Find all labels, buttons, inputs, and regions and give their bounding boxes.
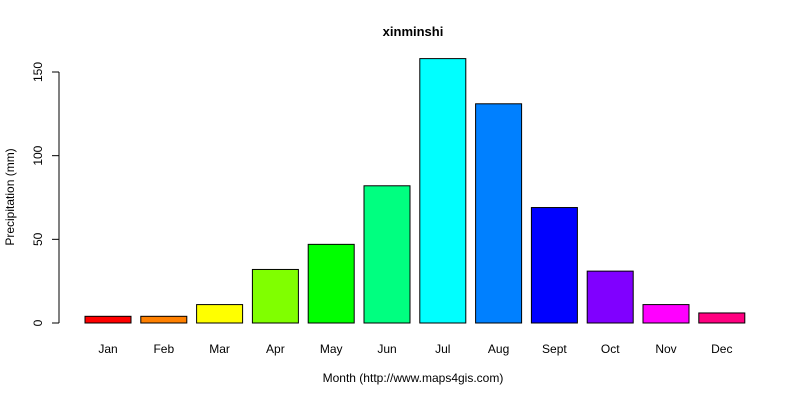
- bar-aug: [475, 103, 523, 324]
- x-tick-label: Jul: [435, 342, 450, 356]
- x-tick-labels: Jan Feb Mar Apr May Jun Jul Aug Sept Oct Nov Dec: [98, 342, 732, 356]
- bar-oct: [586, 270, 634, 324]
- bar-jun: [363, 185, 411, 324]
- x-tick-label: May: [320, 342, 343, 356]
- bar-feb: [140, 315, 188, 324]
- x-tick-label: Apr: [266, 342, 285, 356]
- bar-may: [307, 243, 355, 324]
- bar-mar: [196, 304, 244, 324]
- y-axis-label: Precipitation (mm): [3, 148, 17, 245]
- chart-title: xinminshi: [383, 24, 444, 39]
- x-tick-label: Jan: [98, 342, 117, 356]
- y-tick-label: 0: [31, 319, 45, 326]
- y-axis: 0 50 100 150: [31, 62, 60, 326]
- x-tick-label: Nov: [655, 342, 676, 356]
- bar-dec: [698, 312, 746, 324]
- x-tick-label: Jun: [377, 342, 396, 356]
- x-tick-label: Mar: [209, 342, 230, 356]
- y-tick-label: 50: [31, 232, 45, 246]
- x-axis-label: Month (http://www.maps4gis.com): [323, 371, 504, 385]
- bar-jul: [419, 58, 467, 324]
- bar-jan: [84, 315, 132, 324]
- x-tick-label: Sept: [542, 342, 567, 356]
- x-tick-label: Dec: [711, 342, 732, 356]
- x-tick-label: Aug: [488, 342, 509, 356]
- x-tick-label: Oct: [601, 342, 620, 356]
- bar-nov: [642, 304, 690, 324]
- bar-apr: [251, 268, 299, 324]
- bar-sept: [530, 207, 578, 324]
- bars-group: [84, 58, 746, 324]
- y-tick-label: 150: [31, 62, 45, 82]
- x-tick-label: Feb: [153, 342, 174, 356]
- y-tick-label: 100: [31, 145, 45, 165]
